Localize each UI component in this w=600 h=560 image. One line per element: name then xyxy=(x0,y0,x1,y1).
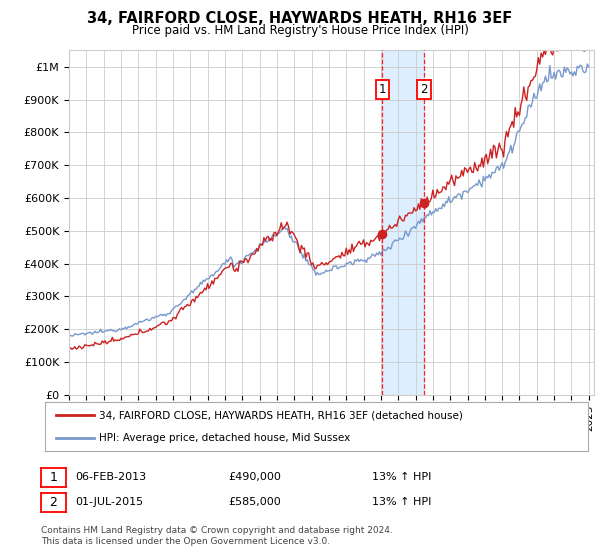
Text: 13% ↑ HPI: 13% ↑ HPI xyxy=(372,497,431,507)
Text: 13% ↑ HPI: 13% ↑ HPI xyxy=(372,472,431,482)
Bar xyxy=(382,50,424,395)
Text: £490,000: £490,000 xyxy=(228,472,281,482)
Text: Price paid vs. HM Land Registry's House Price Index (HPI): Price paid vs. HM Land Registry's House … xyxy=(131,24,469,36)
Text: 1: 1 xyxy=(379,83,386,96)
Text: Contains HM Land Registry data © Crown copyright and database right 2024.
This d: Contains HM Land Registry data © Crown c… xyxy=(41,526,392,546)
Text: HPI: Average price, detached house, Mid Sussex: HPI: Average price, detached house, Mid … xyxy=(100,433,350,443)
Text: 2: 2 xyxy=(421,83,428,96)
Text: 06-FEB-2013: 06-FEB-2013 xyxy=(75,472,146,482)
Text: £585,000: £585,000 xyxy=(228,497,281,507)
Text: 34, FAIRFORD CLOSE, HAYWARDS HEATH, RH16 3EF: 34, FAIRFORD CLOSE, HAYWARDS HEATH, RH16… xyxy=(88,11,512,26)
Text: 1: 1 xyxy=(49,470,58,484)
Text: 34, FAIRFORD CLOSE, HAYWARDS HEATH, RH16 3EF (detached house): 34, FAIRFORD CLOSE, HAYWARDS HEATH, RH16… xyxy=(100,410,463,421)
Text: 01-JUL-2015: 01-JUL-2015 xyxy=(75,497,143,507)
Text: 2: 2 xyxy=(49,496,58,509)
